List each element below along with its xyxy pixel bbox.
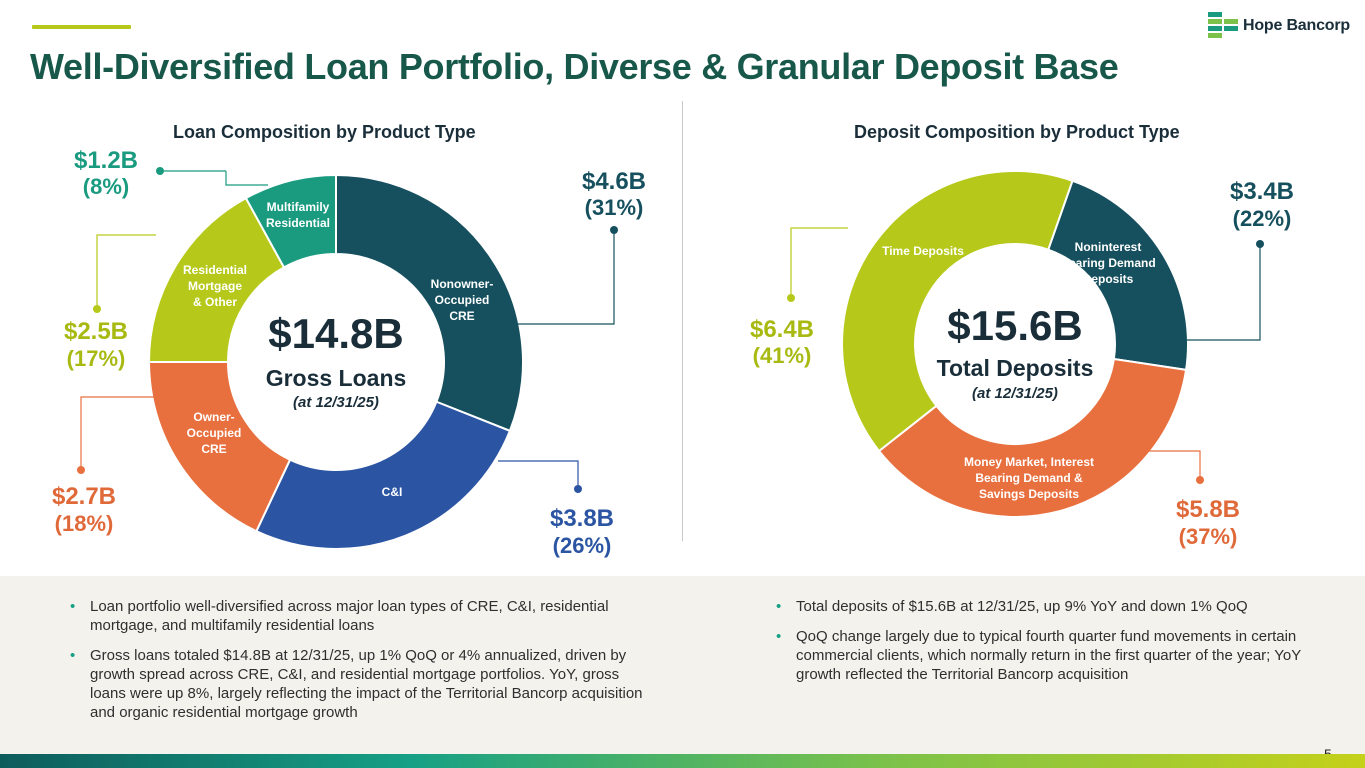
title-accent-bar [32,25,131,29]
callout-dot [1256,240,1264,248]
center-date-note: (at 12/31/25) [972,385,1058,402]
center-total-label: Gross Loans [266,365,407,391]
donut-slice [244,173,337,269]
slice-amount-label: $6.4B [750,316,814,343]
deposit-bullet: Total deposits of $15.6B at 12/31/25, up… [774,597,1314,616]
donut-charts: Nonowner-Occupied CRE$4.6B(31%)C&I$3.8B(2… [52,147,1294,558]
section-divider [682,101,683,541]
callout-dot [1196,476,1204,484]
callout-line [1183,244,1261,341]
loan-bullet-list: Loan portfolio well-diversified across m… [68,597,648,733]
slice-label: Time Deposits [882,244,964,258]
logo-mark-icon [1208,12,1238,38]
center-date-note: (at 12/31/25) [293,394,379,411]
slice-label: Noninterest Bearing Demand Deposits [1060,240,1155,286]
callout-dot [574,485,582,493]
slice-amount-label: $4.6B [582,168,646,195]
slice-percent-label: (18%) [55,511,114,536]
callout-dot [610,226,618,234]
slice-percent-label: (22%) [1233,206,1292,231]
deposit-chart-title: Deposit Composition by Product Type [854,122,1180,142]
donut-slice [841,170,1074,453]
center-total-value: $15.6B [947,302,1082,349]
callout-dot [77,466,85,474]
slice-label: Residential Mortgage & Other [183,263,247,309]
center-total-label: Total Deposits [937,355,1094,381]
slice-label: Multifamily Residential [266,200,330,230]
slice-amount-label: $5.8B [1176,496,1240,523]
deposit-bullet: QoQ change largely due to typical fourth… [774,627,1314,684]
slice-amount-label: $2.7B [52,483,116,510]
slice-percent-label: (31%) [585,195,644,220]
donut-slice [877,357,1188,518]
callout-dot [156,167,164,175]
slice-percent-label: (37%) [1179,524,1238,549]
deposit-bullet-list: Total deposits of $15.6B at 12/31/25, up… [774,597,1314,695]
donut-slice [1046,179,1189,372]
footer-gradient-bar [0,754,1365,768]
callout-line [500,230,615,325]
slice-amount-label: $3.4B [1230,178,1294,205]
slice-label: Nonowner-Occupied CRE [431,277,494,323]
slice-label: C&I [382,485,403,499]
callout-dot [93,305,101,313]
callout-line [80,396,156,470]
slice-amount-label: $2.5B [64,318,128,345]
callout-line [96,234,156,309]
slice-label: Owner-Occupied CRE [187,410,242,456]
slice-percent-label: (26%) [553,533,612,558]
callout-line [498,460,579,489]
company-logo: Hope Bancorp [1208,12,1350,40]
loan-chart-title: Loan Composition by Product Type [173,122,476,142]
loan-bullet: Gross loans totaled $14.8B at 12/31/25, … [68,646,648,722]
loan-bullet: Loan portfolio well-diversified across m… [68,597,648,635]
page-title: Well-Diversified Loan Portfolio, Diverse… [30,46,1119,87]
slice-amount-label: $3.8B [550,505,614,532]
slice-percent-label: (41%) [753,343,812,368]
callout-dot [787,294,795,302]
center-total-value: $14.8B [268,310,403,357]
slice-amount-label: $1.2B [74,147,138,174]
callout-line [1128,450,1201,480]
slice-label: Money Market, Interest Bearing Demand & Sa… [964,455,1094,501]
callout-line [790,227,848,298]
callout-line [225,171,268,186]
slice-percent-label: (17%) [67,346,126,371]
donut-slice [335,173,524,433]
donut-slice [255,400,512,550]
logo-text: Hope Bancorp [1243,17,1350,34]
slice-percent-label: (8%) [83,174,129,199]
